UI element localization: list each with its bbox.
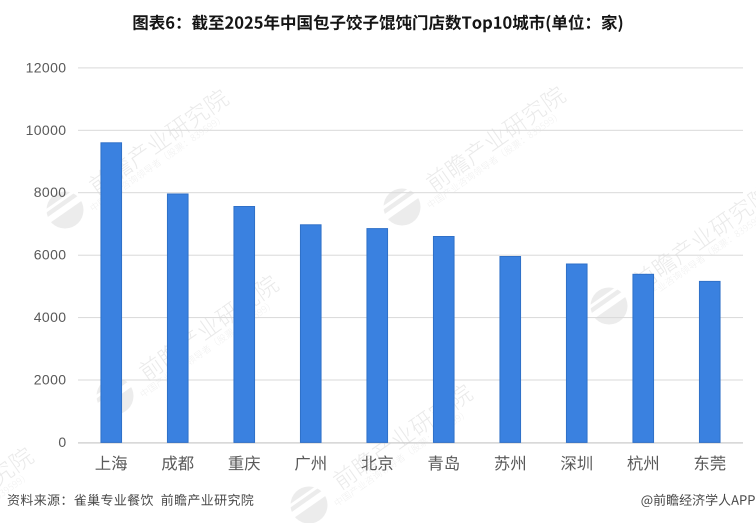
svg-text:2000: 2000: [34, 372, 67, 388]
svg-text:6000: 6000: [34, 247, 67, 263]
svg-text:10000: 10000: [26, 122, 67, 138]
svg-text:4000: 4000: [34, 309, 67, 325]
svg-text:12000: 12000: [26, 59, 67, 75]
svg-text:8000: 8000: [34, 184, 67, 200]
svg-text:0: 0: [58, 434, 66, 450]
